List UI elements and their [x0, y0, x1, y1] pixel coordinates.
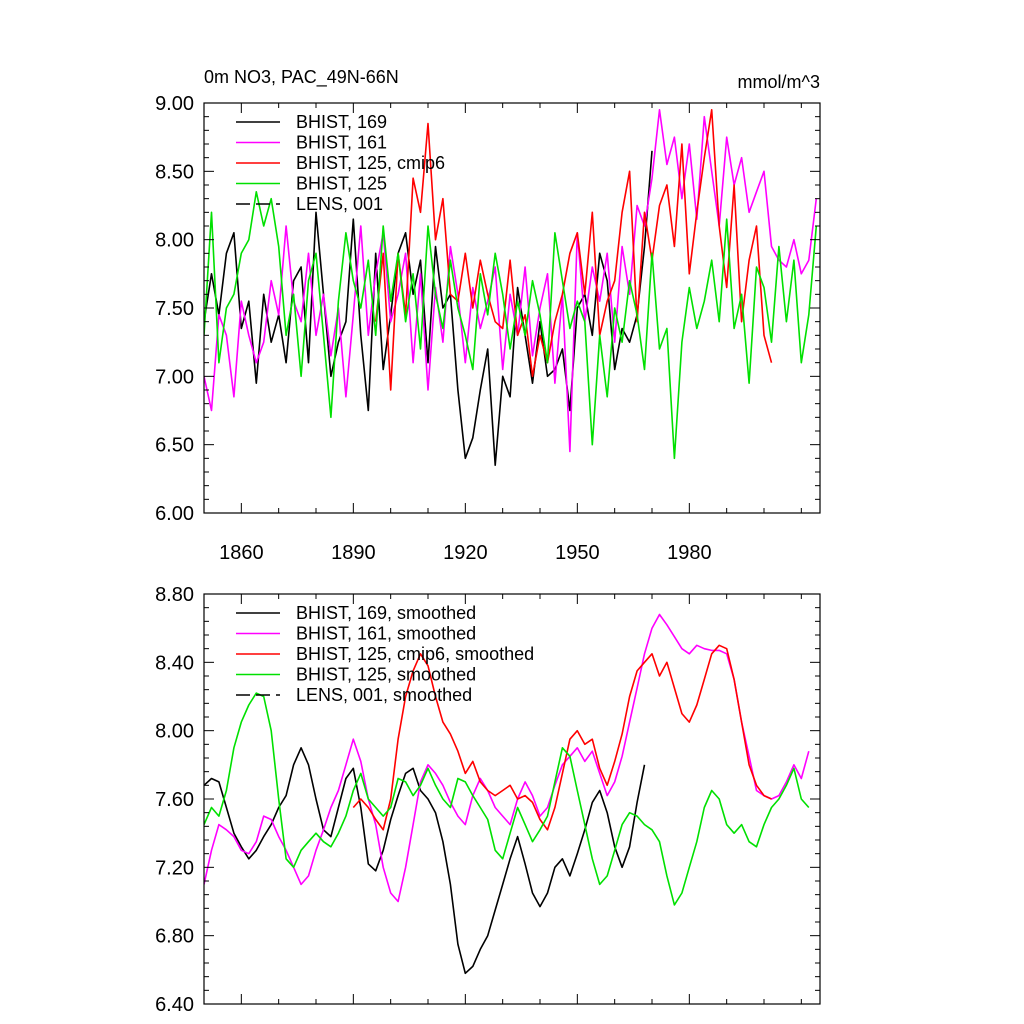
series-line-0 [204, 746, 646, 975]
legend-label: BHIST, 125, smoothed [296, 665, 476, 685]
y-tick-label: 8.00 [155, 230, 194, 252]
x-tick-label: 1860 [219, 542, 264, 564]
legend-label: BHIST, 161 [296, 133, 387, 153]
series-line-2 [374, 109, 773, 391]
series-line-3 [204, 692, 810, 906]
top-panel: 6.00 6.50 7.00 7.50 8.00 8.50 9.00 1860 1890 1920… [155, 93, 821, 564]
x-tick-label: 1890 [331, 542, 376, 564]
series-line-3 [204, 191, 818, 460]
panel-title-left: 0m NO3, PAC_49N-66N [204, 67, 399, 88]
y-tick-label: 7.50 [155, 298, 194, 320]
legend-label: BHIST, 161, smoothed [296, 624, 476, 644]
y-tick-label: 6.80 [155, 926, 194, 948]
legend-label: LENS, 001, smoothed [296, 685, 472, 705]
y-tick-label: 7.60 [155, 789, 194, 811]
x-tick-label: 1950 [555, 542, 600, 564]
legend-label: BHIST, 125, cmip6 [296, 153, 445, 173]
legend-label: BHIST, 169, smoothed [296, 603, 476, 623]
x-tick-label: 1980 [667, 542, 712, 564]
legend-label: LENS, 001 [296, 194, 383, 214]
legend-label: BHIST, 169 [296, 112, 387, 132]
y-tick-label: 6.50 [155, 435, 194, 457]
y-tick-label: 8.00 [155, 721, 194, 743]
series-group [204, 613, 810, 975]
y-tick-label: 8.40 [155, 652, 194, 674]
y-tick-label: 9.00 [155, 93, 194, 115]
y-tick-label: 7.00 [155, 366, 194, 388]
panel-title-right: mmol/m^3 [738, 72, 820, 92]
series-line-1 [204, 613, 810, 903]
y-tick-label: 6.40 [155, 994, 194, 1016]
series-group [204, 109, 818, 467]
y-tick-label: 8.50 [155, 161, 194, 183]
series-line-1 [204, 109, 818, 453]
y-tick-label: 8.80 [155, 584, 194, 606]
series-line-2 [352, 644, 772, 831]
y-tick-label: 7.20 [155, 857, 194, 879]
legend-label: BHIST, 125 [296, 174, 387, 194]
x-tick-label: 1920 [443, 542, 488, 564]
legend-label: BHIST, 125, cmip6, smoothed [296, 644, 534, 664]
bottom-panel: 6.40 6.80 7.20 7.60 8.00 8.40 8.80 BHIST, 169, … [155, 584, 821, 1016]
y-tick-label: 6.00 [155, 503, 194, 525]
